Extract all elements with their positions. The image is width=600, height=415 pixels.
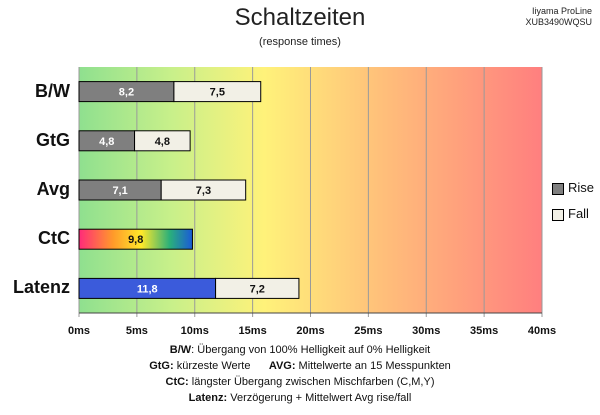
x-tick-label: 10ms <box>180 325 209 337</box>
bar-rise-label: 4,8 <box>99 136 114 148</box>
chart-title: Schaltzeiten <box>234 4 366 31</box>
x-tick-label: 5ms <box>125 325 148 337</box>
bar-fall <box>160 179 247 201</box>
category-label: Avg <box>36 179 70 199</box>
footnote-latenz-text: Verzögerung + Mittelwert Avg rise/fall <box>227 392 412 404</box>
x-tick-label: 35ms <box>470 325 499 337</box>
footnote-avg-key: AVG: <box>268 360 296 372</box>
bar-fall <box>215 277 300 299</box>
footnote-ctc: CtC: längster Übergang zwischen Mischfar… <box>0 376 600 388</box>
footnote-ctc-text: längster Übergang zwischen Mischfarben (… <box>188 376 435 388</box>
bar-rise-label: 8,2 <box>119 87 134 99</box>
footnote-avg-text: Mittelwerte an 15 Messpunkten <box>295 360 451 372</box>
bar-fall-label: 7,5 <box>210 87 225 99</box>
legend-fall: Fall <box>552 206 589 221</box>
x-tick-label: 20ms <box>296 325 325 337</box>
bar-rise-label: 7,1 <box>112 185 127 197</box>
footnote-gtg-avg: GtG: kürzeste Werte AVG: Mittelwerte an … <box>0 360 600 372</box>
bar-rise <box>78 228 193 250</box>
category-label: B/W <box>35 80 70 101</box>
bar-rise-label: 9,8 <box>128 234 143 246</box>
footnote-bw-text: : Übergang von 100% Helligkeit auf 0% He… <box>191 344 431 356</box>
footnote-bw: B/W: Übergang von 100% Helligkeit auf 0%… <box>0 344 600 356</box>
bar-fall <box>173 81 262 103</box>
category-label: Latenz <box>12 277 70 298</box>
brand-name: Iiyama ProLine <box>531 6 592 16</box>
x-tick-label: 0ms <box>67 325 91 337</box>
legend-fall-swatch <box>552 208 564 221</box>
footnote-gtg-text: kürzeste Werte <box>173 360 251 372</box>
bar-fall <box>134 130 191 152</box>
x-tick-label: 40ms <box>527 325 557 337</box>
legend-rise-label: Rise <box>568 180 595 195</box>
bar-fall-label: 7,3 <box>196 185 211 197</box>
bar-fall-label: 7,2 <box>250 283 265 295</box>
footnote-ctc-key: CtC: <box>165 376 189 388</box>
x-tick-label: 15ms <box>238 325 267 337</box>
x-tick-label: 30ms <box>412 325 441 337</box>
footnote-latenz: Latenz: Verzögerung + Mittelwert Avg ris… <box>0 392 600 404</box>
bar-fall-label: 4,8 <box>155 136 170 148</box>
footnote-latenz-key: Latenz: <box>188 392 228 404</box>
footnote-bw-key: B/W <box>169 344 192 356</box>
legend-rise-swatch <box>552 182 564 195</box>
model-name: XUB3490WQSU <box>525 17 592 27</box>
bar-rise-label: 11,8 <box>137 283 158 295</box>
category-label: GtG <box>36 129 70 150</box>
footnote-gtg-key: GtG: <box>149 360 174 372</box>
category-label: CtC <box>38 228 70 249</box>
chart-subtitle: (response times) <box>259 36 341 48</box>
legend-fall-label: Fall <box>568 206 589 221</box>
x-tick-label: 25ms <box>354 325 383 337</box>
legend-rise: Rise <box>552 180 594 195</box>
